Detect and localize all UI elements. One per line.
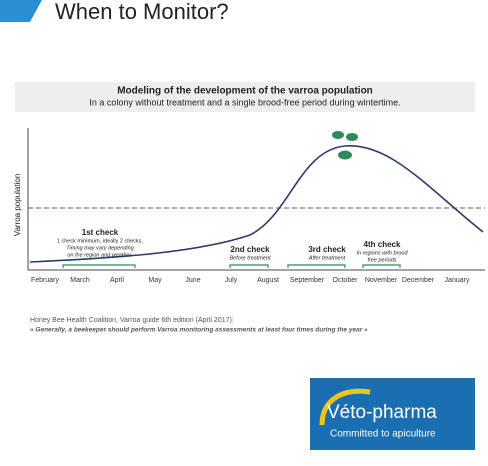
month-label: October [333,277,359,284]
source-citation: Honey Bee Health Coalition, Varroa guide… [30,317,234,324]
check-brackets [62,264,401,268]
month-label: March [70,277,90,284]
source-quote: « Generally, a beekeeper should perform … [30,327,368,334]
check-title: 1st check [82,228,119,237]
month-label: April [110,277,124,284]
chart-title: Modeling of the development of the varro… [117,86,373,97]
page-title: When to Monitor? [55,0,229,24]
logo-arc [319,388,371,426]
month-label: February [31,277,60,284]
check-note: In regions with brood [356,250,408,256]
logo-box [310,378,475,450]
check-note: 1 check minimum, ideally 2 checks. [57,238,144,244]
month-label: July [225,277,238,284]
check-note: on the region and weather. [67,252,132,258]
logo-tagline: Committed to apiculture [330,429,436,440]
logo-name: Véto-pharma [327,402,437,423]
title-accent [0,0,42,22]
y-axis-label: Varroa population [13,174,22,237]
check-title: 4th check [364,240,401,249]
month-label: August [257,277,279,284]
month-label: November [365,277,398,284]
population-curve [29,145,484,263]
check-note: Timing may vary depending [66,245,134,251]
chart-header [15,82,475,112]
check-note: free periods [367,257,396,263]
month-label: January [445,277,470,284]
month-label: December [402,277,435,284]
check-title: 3rd check [308,245,346,254]
month-label: May [148,277,162,284]
month-label: September [290,277,325,284]
mite-icons [332,131,358,160]
chart-subtitle: In a colony without treatment and a sing… [89,97,400,107]
check-note: Before treatment [230,255,271,261]
check-note: After treatment [308,255,346,261]
month-label: June [185,277,200,284]
check-title: 2nd check [230,245,270,254]
